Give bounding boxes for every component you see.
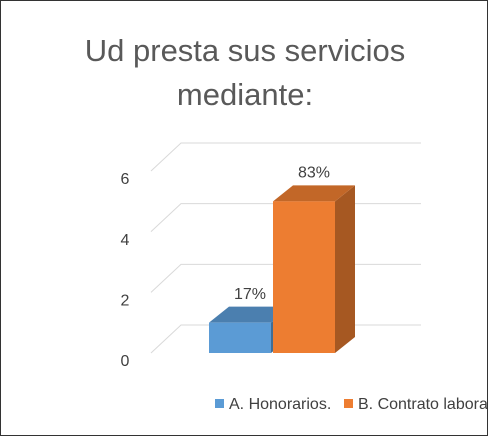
data-label: 83% — [298, 165, 330, 182]
legend-swatch — [215, 399, 224, 408]
bar — [209, 322, 271, 353]
grid-line — [150, 142, 421, 172]
y-tick-label: 6 — [121, 171, 130, 188]
bar-top — [209, 306, 291, 323]
y-tick-label: 2 — [121, 293, 130, 310]
chart-title: Ud presta sus servicios mediante: — [84, 33, 406, 112]
bar-side — [335, 185, 355, 353]
y-tick-label: 0 — [121, 353, 130, 370]
bar — [273, 201, 335, 353]
data-label: 17% — [234, 286, 266, 303]
legend-swatch — [344, 399, 353, 408]
bar-top — [273, 185, 355, 202]
y-tick-label: 4 — [121, 232, 130, 249]
legend-label: A. Honorarios. — [229, 396, 331, 413]
legend-label: B. Contrato laboral. — [358, 396, 487, 413]
